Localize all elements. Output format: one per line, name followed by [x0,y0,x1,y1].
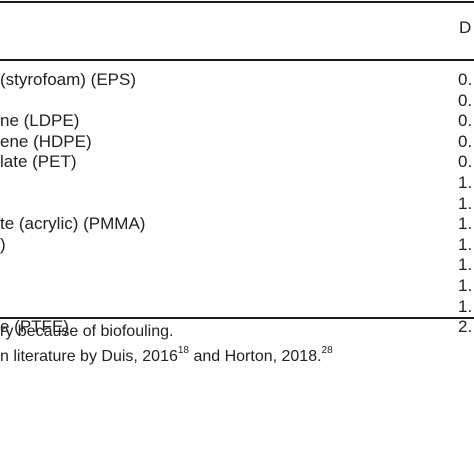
table-row: (styrofoam) (EPS) 0. [0,67,474,92]
table-top-rule [0,1,474,3]
table-row: e (PTFE) 2. [0,314,474,339]
table-row: 1. [0,170,474,195]
table-cell-polymer: ene (HDPE) [0,131,92,151]
table-row: 1. [0,294,474,319]
table-cell-value: 1. [458,193,473,213]
footnote-2-ref-1: 18 [177,344,189,356]
table-row: 1. [0,252,474,277]
footnote-2-text: n literature by Duis, 2016 [0,348,178,365]
table-bottom-rule [0,317,474,319]
table-cell-value: 1. [458,255,473,275]
table-row: ne (LDPE) 0. [0,108,474,133]
table-cell-polymer: ) [0,234,6,254]
table-cell-polymer: e (PTFE) [0,317,69,337]
footnote-2: n literature by Duis, 201618 and Horton,… [0,344,333,368]
table-cell-value: 1. [458,214,473,234]
table-row: ene (HDPE) 0. [0,129,474,154]
table-cell-polymer: te (acrylic) (PMMA) [0,214,146,234]
table-row: 1. [0,191,474,216]
table-cell-polymer: (styrofoam) (EPS) [0,70,137,89]
table-cell-polymer: late (PET) [0,152,77,172]
table-cell-value: 0. [458,131,473,151]
table-cell-value: 1. [458,276,473,295]
table-row: 1. [0,273,474,298]
table-header-value-column: D [459,18,472,37]
table-row: late (PET) 0. [0,149,474,174]
table-row: 0. [0,88,474,113]
table-cell-value: 0. [458,70,473,89]
footnote-2-text-mid: and Horton, 2018. [189,348,322,365]
table-cell-value: 1. [458,173,473,192]
table-header-rule [0,59,474,61]
table-cell-value: 0. [458,111,473,131]
footnote-2-ref-2: 28 [321,344,333,356]
table-cell-value: 2. [458,317,473,337]
table-cell-value: 1. [458,234,473,254]
table-row: te (acrylic) (PMMA) 1. [0,211,474,236]
footnote-1: ry because of biofouling. [0,323,174,340]
table-row: ) 1. [0,232,474,257]
table-cell-value: 0. [458,152,473,172]
table-cell-value: 0. [458,90,473,110]
table-cell-value: 1. [458,296,473,316]
table-cell-polymer: ne (LDPE) [0,111,80,131]
